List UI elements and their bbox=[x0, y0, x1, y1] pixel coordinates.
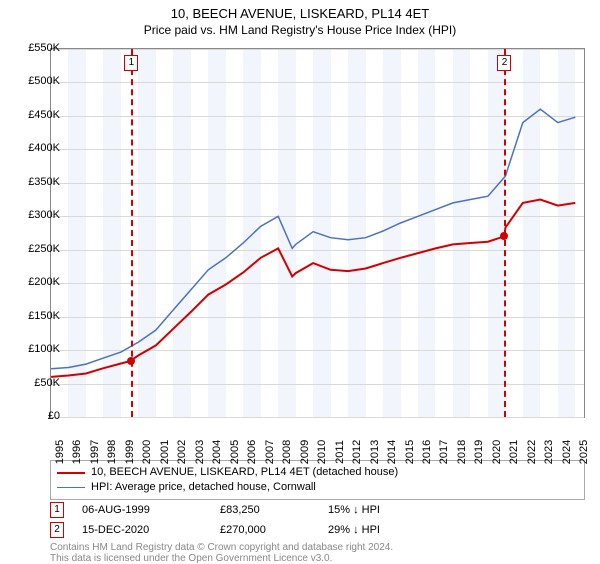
sale-point bbox=[500, 232, 508, 240]
x-axis-label: 2021 bbox=[508, 440, 520, 464]
sale-index-box: 2 bbox=[50, 522, 64, 538]
y-axis-label: £400K bbox=[28, 142, 60, 154]
x-axis-label: 2010 bbox=[316, 440, 328, 464]
chart-grid-h bbox=[51, 417, 584, 418]
x-axis-label: 2024 bbox=[561, 440, 573, 464]
sale-marker-box: 1 bbox=[124, 55, 138, 71]
x-axis-label: 2009 bbox=[299, 440, 311, 464]
page-title: 10, BEECH AVENUE, LISKEARD, PL14 4ET bbox=[0, 0, 600, 21]
x-axis-label: 1998 bbox=[106, 440, 118, 464]
sale-diff: 29% ↓ HPI bbox=[328, 524, 380, 536]
chart-legend: 10, BEECH AVENUE, LISKEARD, PL14 4ET (de… bbox=[50, 460, 585, 500]
legend-item: 10, BEECH AVENUE, LISKEARD, PL14 4ET (de… bbox=[57, 465, 578, 480]
x-axis-label: 2013 bbox=[369, 440, 381, 464]
x-axis-label: 2006 bbox=[246, 440, 258, 464]
legend-item: HPI: Average price, detached house, Corn… bbox=[57, 480, 578, 495]
x-axis-label: 1997 bbox=[89, 440, 101, 464]
x-axis-label: 2020 bbox=[491, 440, 503, 464]
y-axis-label: £350K bbox=[28, 176, 60, 188]
x-axis-label: 2004 bbox=[211, 440, 223, 464]
x-axis-label: 2025 bbox=[578, 440, 590, 464]
x-axis-label: 2015 bbox=[404, 440, 416, 464]
x-axis-label: 2000 bbox=[141, 440, 153, 464]
y-axis-label: £200K bbox=[28, 276, 60, 288]
x-axis-label: 2011 bbox=[334, 440, 346, 464]
y-axis-label: £500K bbox=[28, 75, 60, 87]
legend-swatch bbox=[57, 487, 85, 488]
series-property bbox=[51, 200, 575, 377]
y-axis-label: £450K bbox=[28, 109, 60, 121]
x-axis-label: 2001 bbox=[159, 440, 171, 464]
sale-date: 15-DEC-2020 bbox=[82, 524, 202, 536]
x-axis-label: 2012 bbox=[351, 440, 363, 464]
x-axis-label: 2019 bbox=[473, 440, 485, 464]
sale-row: 1 06-AUG-1999 £83,250 15% ↓ HPI bbox=[50, 502, 585, 518]
y-axis-label: £150K bbox=[28, 310, 60, 322]
legend-label: 10, BEECH AVENUE, LISKEARD, PL14 4ET (de… bbox=[91, 465, 398, 480]
legend-swatch bbox=[57, 472, 85, 474]
x-axis-label: 2007 bbox=[264, 440, 276, 464]
sale-date: 06-AUG-1999 bbox=[82, 504, 202, 516]
footer-license: This data is licensed under the Open Gov… bbox=[50, 553, 585, 564]
y-axis-label: £550K bbox=[28, 42, 60, 54]
x-axis-label: 2003 bbox=[194, 440, 206, 464]
x-axis-label: 2014 bbox=[386, 440, 398, 464]
y-axis-label: £300K bbox=[28, 209, 60, 221]
footer-copyright: Contains HM Land Registry data © Crown c… bbox=[50, 542, 585, 553]
x-axis-label: 2023 bbox=[543, 440, 555, 464]
y-axis-label: £100K bbox=[28, 343, 60, 355]
x-axis-label: 2018 bbox=[456, 440, 468, 464]
x-axis-label: 2005 bbox=[229, 440, 241, 464]
x-axis-label: 1999 bbox=[124, 440, 136, 464]
x-axis-label: 2002 bbox=[176, 440, 188, 464]
legend-label: HPI: Average price, detached house, Corn… bbox=[91, 480, 316, 495]
price-chart: 12 bbox=[50, 48, 585, 418]
x-axis-label: 1995 bbox=[54, 440, 66, 464]
sale-index-box: 1 bbox=[50, 502, 64, 518]
x-axis-label: 2016 bbox=[421, 440, 433, 464]
page-subtitle: Price paid vs. HM Land Registry's House … bbox=[0, 21, 600, 43]
y-axis-label: £250K bbox=[28, 243, 60, 255]
x-axis-label: 2017 bbox=[438, 440, 450, 464]
x-axis-label: 2022 bbox=[526, 440, 538, 464]
sale-row: 2 15-DEC-2020 £270,000 29% ↓ HPI bbox=[50, 522, 585, 538]
sale-marker-box: 2 bbox=[497, 55, 511, 71]
sale-diff: 15% ↓ HPI bbox=[328, 504, 380, 516]
y-axis-label: £0 bbox=[48, 410, 60, 422]
y-axis-label: £50K bbox=[34, 377, 60, 389]
x-axis-label: 2008 bbox=[281, 440, 293, 464]
sale-price: £83,250 bbox=[220, 504, 310, 516]
sale-point bbox=[127, 357, 135, 365]
x-axis-label: 1996 bbox=[71, 440, 83, 464]
sale-price: £270,000 bbox=[220, 524, 310, 536]
